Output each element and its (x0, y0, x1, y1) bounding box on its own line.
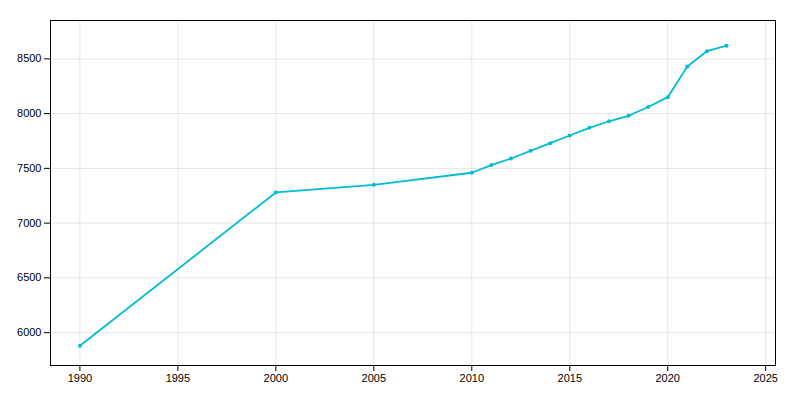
svg-text:7500: 7500 (17, 162, 41, 174)
svg-text:2000: 2000 (264, 372, 288, 384)
svg-text:1990: 1990 (68, 372, 92, 384)
svg-text:2010: 2010 (460, 372, 484, 384)
svg-text:8000: 8000 (17, 107, 41, 119)
svg-text:2005: 2005 (362, 372, 386, 384)
svg-text:6500: 6500 (17, 271, 41, 283)
svg-text:7000: 7000 (17, 217, 41, 229)
svg-text:2025: 2025 (753, 372, 777, 384)
svg-text:1995: 1995 (166, 372, 190, 384)
svg-text:6000: 6000 (17, 326, 41, 338)
svg-text:8500: 8500 (17, 52, 41, 64)
svg-text:2020: 2020 (655, 372, 679, 384)
svg-text:2015: 2015 (558, 372, 582, 384)
